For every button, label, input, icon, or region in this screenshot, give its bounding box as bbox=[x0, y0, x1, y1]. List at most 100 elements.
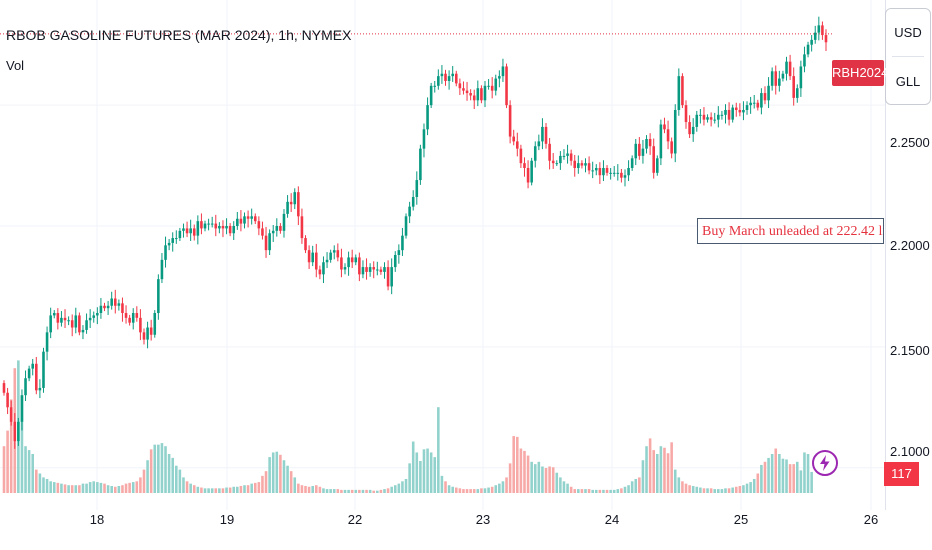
volume-bar bbox=[480, 488, 483, 493]
volume-bar bbox=[752, 478, 756, 493]
volume-bar bbox=[533, 464, 537, 493]
candle bbox=[253, 216, 257, 222]
volume-bar bbox=[666, 453, 670, 493]
unit-button[interactable]: GLL bbox=[895, 74, 921, 89]
candle bbox=[634, 143, 638, 159]
volume-bar bbox=[727, 488, 731, 493]
candle bbox=[810, 39, 813, 45]
volume-bar bbox=[699, 487, 702, 493]
candle bbox=[494, 78, 498, 91]
candle bbox=[200, 221, 203, 229]
candle bbox=[591, 170, 594, 172]
volume-bar bbox=[559, 477, 562, 493]
volume-bar bbox=[329, 489, 332, 493]
candle bbox=[501, 66, 505, 77]
candle bbox=[243, 216, 246, 224]
currency-button[interactable]: USD bbox=[894, 25, 922, 40]
volume-bar bbox=[261, 475, 264, 493]
volume-bar bbox=[401, 481, 404, 493]
volume-bar bbox=[551, 467, 555, 493]
candle bbox=[182, 228, 185, 231]
candle bbox=[666, 129, 670, 142]
price-chart[interactable] bbox=[0, 0, 885, 510]
volume-bar bbox=[332, 489, 336, 493]
volume-bar bbox=[182, 477, 185, 493]
candle bbox=[724, 109, 727, 115]
lightning-bolt-icon[interactable] bbox=[812, 450, 838, 476]
volume-bar bbox=[544, 468, 548, 493]
candle bbox=[677, 76, 681, 110]
volume-bar bbox=[462, 489, 465, 493]
volume-bar bbox=[508, 463, 512, 493]
candle bbox=[788, 61, 792, 77]
candle bbox=[745, 105, 749, 110]
candle bbox=[659, 124, 663, 159]
volume-bar bbox=[760, 464, 763, 493]
volume-bar bbox=[620, 488, 623, 493]
candle bbox=[767, 85, 770, 101]
volume-bar bbox=[6, 430, 9, 493]
candle bbox=[347, 257, 350, 268]
candle bbox=[42, 351, 45, 388]
volume-bar bbox=[279, 454, 282, 493]
volume-bar bbox=[695, 486, 699, 493]
candle bbox=[6, 392, 9, 408]
candle bbox=[559, 155, 562, 164]
volume-bar bbox=[663, 447, 666, 493]
volume-bar bbox=[670, 442, 673, 493]
candle bbox=[67, 320, 70, 322]
candle bbox=[408, 206, 411, 217]
candle bbox=[760, 93, 763, 108]
candle bbox=[236, 218, 239, 226]
candle bbox=[88, 317, 92, 321]
candle bbox=[562, 155, 566, 157]
candle bbox=[157, 279, 160, 314]
volume-bar bbox=[774, 448, 778, 493]
volume-bar bbox=[799, 470, 803, 493]
candle bbox=[742, 109, 745, 113]
volume-bar bbox=[573, 489, 577, 493]
volume-bar bbox=[185, 481, 189, 493]
volume-bar bbox=[569, 486, 573, 493]
volume-bar bbox=[153, 444, 157, 493]
candle bbox=[598, 167, 602, 176]
volume-bar bbox=[706, 488, 709, 493]
volume-bar bbox=[630, 481, 634, 493]
volume-bar bbox=[390, 486, 393, 493]
volume-bar bbox=[368, 489, 372, 493]
candle bbox=[623, 175, 627, 178]
volume-bar bbox=[749, 482, 752, 493]
volume-bar bbox=[731, 487, 734, 493]
volume-bar bbox=[602, 489, 605, 493]
volume-bar bbox=[271, 452, 275, 493]
candle bbox=[512, 136, 516, 142]
volume-bar bbox=[770, 454, 774, 493]
volume-bar bbox=[541, 466, 544, 493]
candle bbox=[584, 163, 587, 166]
volume-bar bbox=[806, 454, 810, 493]
candle bbox=[681, 76, 684, 106]
volume-bars bbox=[2, 360, 813, 493]
candle bbox=[250, 216, 253, 219]
volume-bar bbox=[548, 466, 551, 493]
volume-bar bbox=[408, 463, 411, 493]
volume-bar bbox=[411, 441, 415, 493]
volume-bar bbox=[645, 446, 648, 493]
candle bbox=[727, 109, 731, 120]
volume-bar bbox=[594, 489, 598, 493]
candle bbox=[519, 148, 523, 164]
volume-bar bbox=[512, 436, 516, 493]
candle bbox=[153, 313, 157, 335]
volume-bar bbox=[85, 483, 88, 493]
volume-bar bbox=[20, 395, 24, 493]
volume-bar bbox=[49, 481, 52, 493]
candle bbox=[404, 216, 408, 236]
trade-note-label[interactable]: Buy March unleaded at 222.42 limit bbox=[697, 218, 884, 244]
candle bbox=[537, 141, 541, 147]
volume-bar bbox=[591, 489, 594, 493]
volume-bar bbox=[307, 486, 311, 493]
candle bbox=[383, 267, 386, 272]
unit-selector[interactable]: USD GLL bbox=[885, 8, 931, 105]
candle bbox=[13, 421, 17, 442]
volume-bar bbox=[612, 489, 616, 493]
